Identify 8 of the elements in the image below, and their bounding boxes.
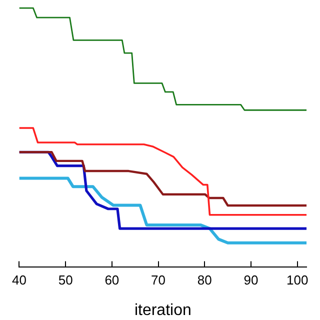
x-tick-label: 40	[12, 272, 26, 288]
x-axis-title: iteration	[134, 302, 192, 319]
x-tick-label: 60	[104, 272, 120, 288]
x-tick-label: 100	[286, 272, 308, 288]
x-tick-label: 80	[197, 272, 212, 288]
x-tick-label: 50	[58, 272, 73, 288]
x-tick-label: 70	[151, 272, 166, 288]
x-tick-label: 90	[244, 272, 258, 288]
